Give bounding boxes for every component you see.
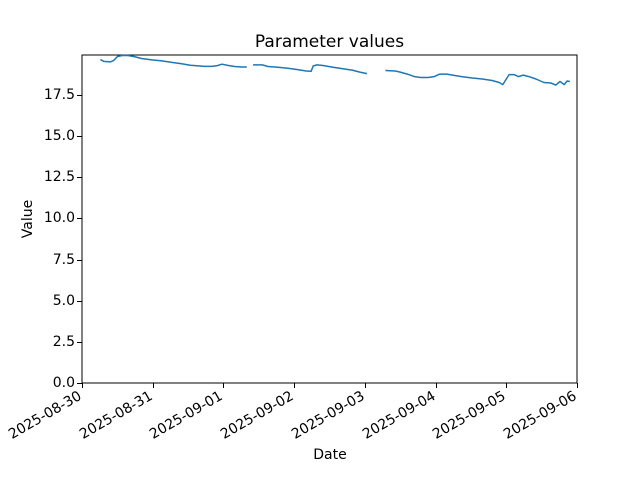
data-line-segment — [253, 64, 368, 75]
y-tick-label: 15.0 — [43, 128, 75, 145]
y-tick-label: 5.0 — [52, 292, 75, 309]
y-axis-label: Value — [20, 199, 36, 239]
chart-title: Parameter values — [254, 32, 405, 52]
y-tick-label: 10.0 — [43, 210, 75, 227]
data-line-segment — [100, 54, 247, 68]
data-line-segment — [385, 69, 571, 86]
x-axis-label: Date — [313, 447, 347, 463]
y-tick-label: 2.5 — [52, 333, 75, 350]
y-tick-label: 12.5 — [43, 169, 75, 186]
y-tick-label: 7.5 — [52, 251, 75, 268]
plot-area-border — [81, 54, 578, 384]
axis-tick-marks — [77, 95, 578, 388]
y-tick-label: 17.5 — [43, 86, 75, 103]
y-tick-label: 0.0 — [52, 375, 75, 391]
data-line-series — [100, 54, 571, 86]
